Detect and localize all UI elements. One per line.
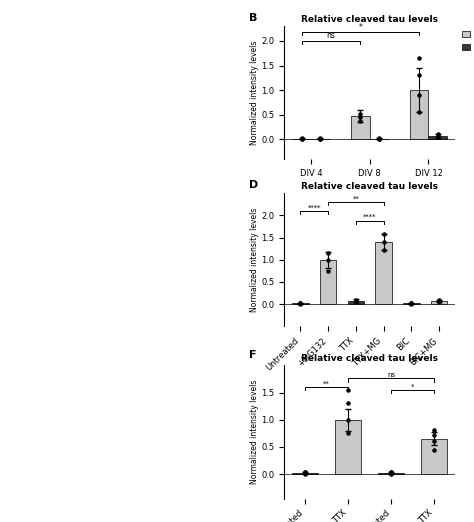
- Title: Relative cleaved tau levels: Relative cleaved tau levels: [301, 354, 438, 363]
- Y-axis label: Normalized intensity levels: Normalized intensity levels: [250, 380, 259, 484]
- Text: B: B: [249, 13, 257, 23]
- Point: [345, 416, 352, 424]
- Bar: [320, 260, 337, 304]
- Title: Relative cleaved tau levels: Relative cleaved tau levels: [301, 15, 438, 24]
- Point: [297, 300, 304, 308]
- Y-axis label: Normalized intensity levels: Normalized intensity levels: [250, 41, 259, 145]
- Point: [408, 300, 415, 308]
- Bar: [431, 301, 447, 304]
- Point: [301, 469, 309, 477]
- Point: [317, 135, 324, 143]
- Bar: [375, 242, 392, 304]
- Point: [380, 246, 387, 254]
- Bar: [347, 301, 364, 304]
- Point: [430, 425, 438, 434]
- Text: **: **: [323, 381, 330, 387]
- Point: [356, 116, 364, 125]
- Point: [380, 230, 387, 238]
- Bar: [370, 138, 389, 139]
- Point: [298, 135, 305, 143]
- Point: [324, 249, 332, 257]
- Bar: [428, 136, 447, 139]
- Point: [415, 71, 423, 79]
- Point: [324, 267, 332, 275]
- Point: [345, 386, 352, 394]
- Text: ns: ns: [387, 372, 395, 378]
- Point: [297, 299, 304, 307]
- Bar: [292, 303, 309, 304]
- Bar: [403, 303, 419, 304]
- Text: F: F: [249, 350, 256, 360]
- Point: [345, 429, 352, 437]
- Point: [298, 134, 305, 142]
- Point: [375, 134, 383, 143]
- Point: [352, 297, 360, 305]
- Text: *: *: [411, 383, 414, 389]
- Point: [434, 130, 442, 138]
- Point: [430, 445, 438, 454]
- Point: [435, 295, 443, 304]
- Point: [408, 299, 415, 307]
- Point: [430, 431, 438, 439]
- Point: [375, 134, 383, 142]
- Bar: [410, 90, 428, 139]
- Point: [356, 113, 364, 122]
- Point: [387, 468, 395, 477]
- Point: [408, 299, 415, 307]
- Point: [430, 437, 438, 446]
- Point: [298, 134, 305, 143]
- Bar: [292, 473, 318, 474]
- Point: [324, 256, 332, 264]
- Point: [317, 134, 324, 143]
- Point: [345, 399, 352, 408]
- Bar: [351, 116, 370, 139]
- Point: [435, 297, 443, 305]
- Title: Relative cleaved tau levels: Relative cleaved tau levels: [301, 182, 438, 191]
- Point: [387, 469, 395, 478]
- Point: [356, 110, 364, 118]
- Point: [387, 468, 395, 476]
- Text: D: D: [249, 180, 258, 190]
- Bar: [335, 420, 361, 474]
- Bar: [292, 138, 311, 139]
- Bar: [421, 439, 447, 474]
- Bar: [311, 138, 330, 139]
- Point: [415, 91, 423, 99]
- Point: [317, 134, 324, 142]
- Point: [415, 108, 423, 116]
- Point: [352, 295, 360, 304]
- Legend: Untreated, +MG132: Untreated, +MG132: [462, 30, 474, 52]
- Point: [375, 135, 383, 143]
- Point: [387, 469, 395, 477]
- Point: [434, 132, 442, 140]
- Point: [297, 299, 304, 307]
- Text: ****: ****: [363, 214, 376, 220]
- Point: [435, 298, 443, 306]
- Text: *: *: [358, 22, 362, 31]
- Text: ns: ns: [327, 31, 336, 40]
- Y-axis label: Normalized intensity levels: Normalized intensity levels: [250, 208, 259, 312]
- Point: [434, 133, 442, 141]
- Point: [301, 468, 309, 476]
- Text: ****: ****: [308, 205, 321, 210]
- Point: [380, 238, 387, 246]
- Point: [301, 469, 309, 478]
- Point: [415, 54, 423, 62]
- Text: **: **: [353, 196, 359, 201]
- Bar: [378, 473, 404, 474]
- Point: [301, 468, 309, 477]
- Point: [352, 298, 360, 306]
